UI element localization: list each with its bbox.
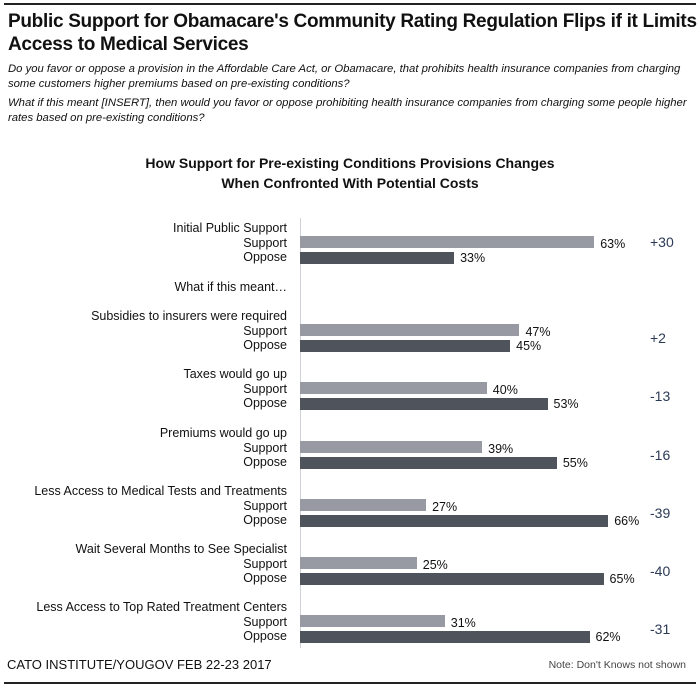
net-difference-label: -16 xyxy=(650,447,671,463)
support-label: Support xyxy=(243,382,287,396)
group-label: Taxes would go up xyxy=(183,367,287,381)
support-value-label: 63% xyxy=(600,237,626,251)
support-value-label: 40% xyxy=(492,383,518,397)
support-bar xyxy=(300,441,483,453)
support-value-label: 47% xyxy=(525,325,551,339)
oppose-label: Oppose xyxy=(243,571,287,585)
survey-question-2: What if this meant [INSERT], then would … xyxy=(8,97,687,124)
chart-title-line2: When Confronted With Potential Costs xyxy=(221,175,479,191)
group-label: Premiums would go up xyxy=(159,426,287,440)
net-difference-label: +30 xyxy=(650,234,674,250)
group-label: Initial Public Support xyxy=(173,221,287,235)
chart-axis-line xyxy=(300,218,301,648)
net-difference-label: +2 xyxy=(650,330,666,346)
support-label: Support xyxy=(243,615,287,629)
support-bar xyxy=(300,382,487,394)
group-label: Wait Several Months to See Specialist xyxy=(75,542,287,556)
survey-question-1: Do you favor or oppose a provision in th… xyxy=(8,63,681,90)
support-bar xyxy=(300,324,520,336)
oppose-label: Oppose xyxy=(243,629,287,643)
net-difference-label: -31 xyxy=(650,621,671,637)
oppose-label: Oppose xyxy=(243,455,287,469)
oppose-bar xyxy=(300,631,590,643)
support-bar xyxy=(300,557,417,569)
footnote: Note: Don't Knows not shown xyxy=(548,659,686,671)
oppose-bar xyxy=(300,340,511,352)
oppose-label: Oppose xyxy=(243,250,287,264)
oppose-value-label: 66% xyxy=(614,514,640,528)
oppose-bar xyxy=(300,398,548,410)
support-bar xyxy=(300,499,427,511)
group-label: Less Access to Top Rated Treatment Cente… xyxy=(36,600,287,614)
section-label: What if this meant… xyxy=(174,280,287,294)
oppose-bar xyxy=(300,252,455,264)
support-label: Support xyxy=(243,557,287,571)
oppose-bar xyxy=(300,457,557,469)
oppose-label: Oppose xyxy=(243,513,287,527)
support-value-label: 39% xyxy=(488,442,514,456)
chart-title-line1: How Support for Pre-existing Conditions … xyxy=(145,155,555,171)
net-difference-label: -13 xyxy=(650,388,671,404)
oppose-value-label: 33% xyxy=(460,251,486,265)
oppose-value-label: 65% xyxy=(609,572,635,586)
oppose-value-label: 53% xyxy=(553,397,579,411)
support-value-label: 27% xyxy=(432,500,458,514)
support-label: Support xyxy=(243,441,287,455)
oppose-value-label: 55% xyxy=(562,456,588,470)
net-difference-label: -40 xyxy=(650,563,671,579)
oppose-label: Oppose xyxy=(243,396,287,410)
support-bar xyxy=(300,236,595,248)
oppose-bar xyxy=(300,573,604,585)
chart-title: How Support for Pre-existing Conditions … xyxy=(0,153,700,193)
support-value-label: 31% xyxy=(450,616,476,630)
page-title: Public Support for Obamacare's Community… xyxy=(8,11,697,55)
group-label: Less Access to Medical Tests and Treatme… xyxy=(34,484,287,498)
oppose-value-label: 62% xyxy=(595,630,621,644)
bottom-rule xyxy=(4,682,696,684)
top-rule xyxy=(4,3,696,5)
oppose-label: Oppose xyxy=(243,338,287,352)
group-label: Subsidies to insurers were required xyxy=(91,309,287,323)
support-label: Support xyxy=(243,324,287,338)
support-label: Support xyxy=(243,236,287,250)
oppose-value-label: 45% xyxy=(516,339,542,353)
support-bar xyxy=(300,615,445,627)
source-credit: CATO INSTITUTE/YOUGOV FEB 22-23 2017 xyxy=(7,657,272,672)
net-difference-label: -39 xyxy=(650,505,671,521)
oppose-bar xyxy=(300,515,609,527)
support-label: Support xyxy=(243,499,287,513)
support-value-label: 25% xyxy=(422,558,448,572)
